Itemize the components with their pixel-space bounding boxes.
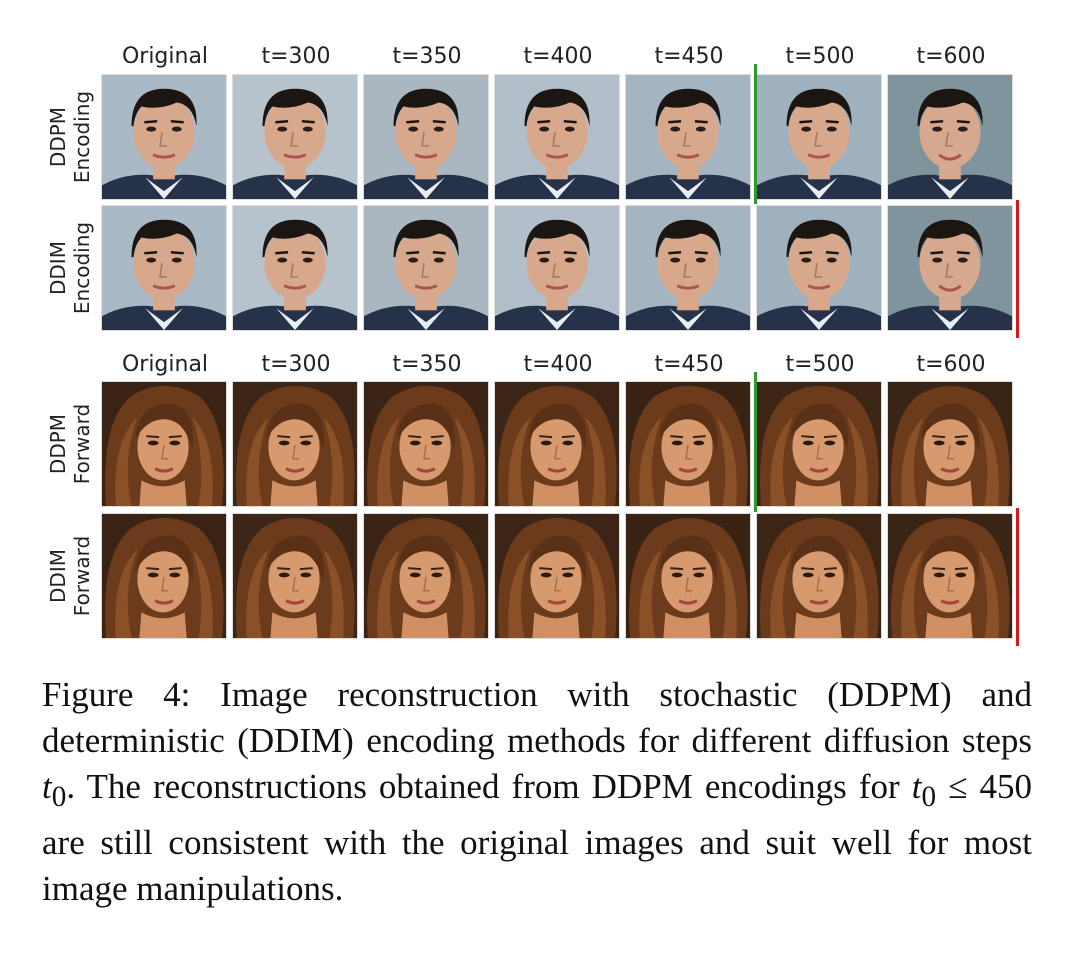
row-label-ddim-forward: DDIM Forward	[46, 535, 94, 617]
ddim-marker-top	[1016, 200, 1019, 338]
column-labels-bottom: Original t=300 t=350 t=400 t=450 t=500 t…	[100, 352, 1020, 382]
portrait-image	[494, 381, 620, 507]
portrait-image	[887, 205, 1013, 331]
figure-caption: Figure 4: Image reconstruction with stoc…	[42, 675, 1032, 908]
portrait-image	[756, 381, 882, 507]
row-label-ddpm-encoding: DDPM Encoding	[46, 90, 95, 184]
portrait-image	[232, 381, 358, 507]
portrait-image	[625, 381, 751, 507]
row-label-ddim-encoding: DDIM Encoding	[46, 221, 95, 315]
portrait-image	[625, 205, 751, 331]
ddpm-threshold-marker-top	[754, 64, 757, 204]
ddim-marker-bottom	[1016, 508, 1019, 646]
portrait-image	[494, 513, 620, 639]
portrait-image	[494, 74, 620, 200]
col-label-t400: t=400	[523, 352, 593, 377]
ddpm-threshold-marker-bottom	[754, 372, 757, 512]
portrait-image	[232, 74, 358, 200]
col-label-t300: t=300	[261, 44, 331, 69]
portrait-image	[232, 513, 358, 639]
col-label-t600: t=600	[916, 352, 986, 377]
portrait-image	[494, 205, 620, 331]
portrait-image	[625, 74, 751, 200]
portrait-image	[887, 74, 1013, 200]
row-label-ddpm-forward: DDPM Forward	[46, 403, 94, 485]
col-label-t500: t=500	[785, 44, 855, 69]
col-label-original: Original	[121, 44, 209, 69]
portrait-image	[363, 381, 489, 507]
portrait-image	[101, 513, 227, 639]
portrait-image	[756, 513, 882, 639]
portrait-image	[756, 205, 882, 331]
col-label-t450: t=450	[654, 352, 724, 377]
col-label-original: Original	[121, 352, 209, 377]
portrait-image	[101, 205, 227, 331]
portrait-image	[756, 74, 882, 200]
portrait-image	[363, 205, 489, 331]
col-label-t350: t=350	[392, 44, 462, 69]
portrait-image	[232, 205, 358, 331]
portrait-image	[363, 74, 489, 200]
portrait-image	[363, 513, 489, 639]
portrait-image	[887, 381, 1013, 507]
col-label-t350: t=350	[392, 352, 462, 377]
portrait-image	[101, 74, 227, 200]
col-label-t500: t=500	[785, 352, 855, 377]
portrait-image	[625, 513, 751, 639]
column-labels-top: Original t=300 t=350 t=400 t=450 t=500 t…	[100, 44, 1020, 74]
col-label-t450: t=450	[654, 44, 724, 69]
portrait-image	[101, 381, 227, 507]
portrait-image	[887, 513, 1013, 639]
col-label-t300: t=300	[261, 352, 331, 377]
col-label-t600: t=600	[916, 44, 986, 69]
col-label-t400: t=400	[523, 44, 593, 69]
figure-grid: Original t=300 t=350 t=400 t=450 t=500 t…	[46, 44, 1020, 646]
